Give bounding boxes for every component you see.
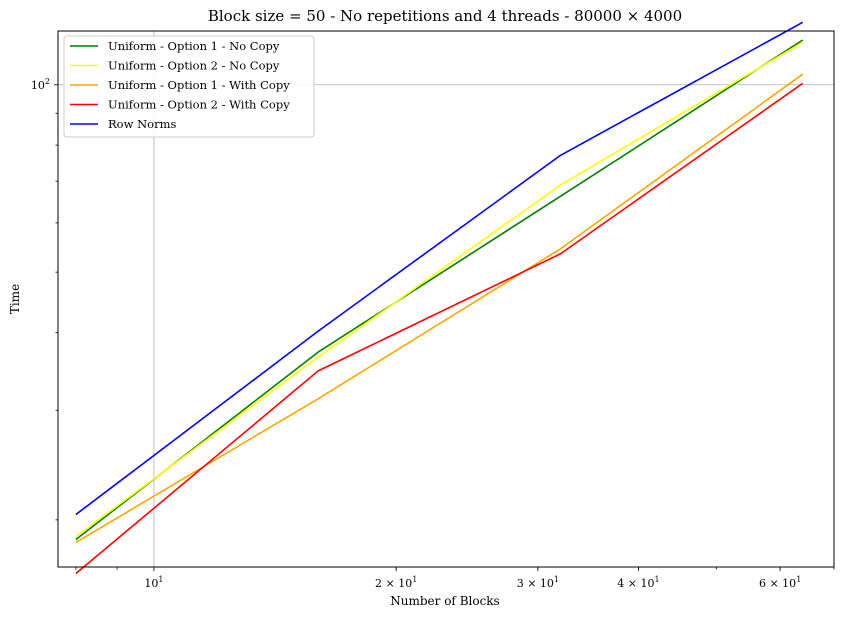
chart-title: Block size = 50 - No repetitions and 4 t… (208, 7, 682, 25)
x-tick-label: 3 × 101 (517, 575, 559, 590)
legend-entry-label: Uniform - Option 1 - With Copy (108, 78, 290, 92)
axis-ticks: 101 2 × 101 3 × 101 4 × 101 6 × 101 102 (31, 77, 835, 590)
x-tick-label: 2 × 101 (375, 575, 417, 590)
x-tick-label: 4 × 101 (617, 575, 659, 590)
legend-entry-label: Row Norms (108, 117, 176, 131)
legend-entry-label: Uniform - Option 2 - With Copy (108, 98, 290, 112)
series-line-3 (75, 73, 804, 544)
series-line-4 (75, 82, 804, 575)
y-axis-label: Time (8, 284, 22, 314)
series-line-5 (75, 21, 804, 516)
x-tick-label: 101 (144, 575, 163, 590)
legend-entry-label: Uniform - Option 1 - No Copy (108, 39, 280, 53)
legend-entry-label: Uniform - Option 2 - No Copy (108, 59, 280, 73)
y-tick-label: 102 (31, 77, 50, 92)
series-lines (75, 21, 804, 575)
legend: Uniform - Option 1 - No Copy Uniform - Op… (63, 35, 315, 138)
legend-box (63, 35, 315, 138)
series-line-2 (75, 41, 804, 538)
x-tick-label: 6 × 101 (759, 575, 801, 590)
series-line-1 (75, 39, 804, 541)
plot-frame (57, 30, 835, 568)
x-axis-label: Number of Blocks (390, 594, 499, 608)
